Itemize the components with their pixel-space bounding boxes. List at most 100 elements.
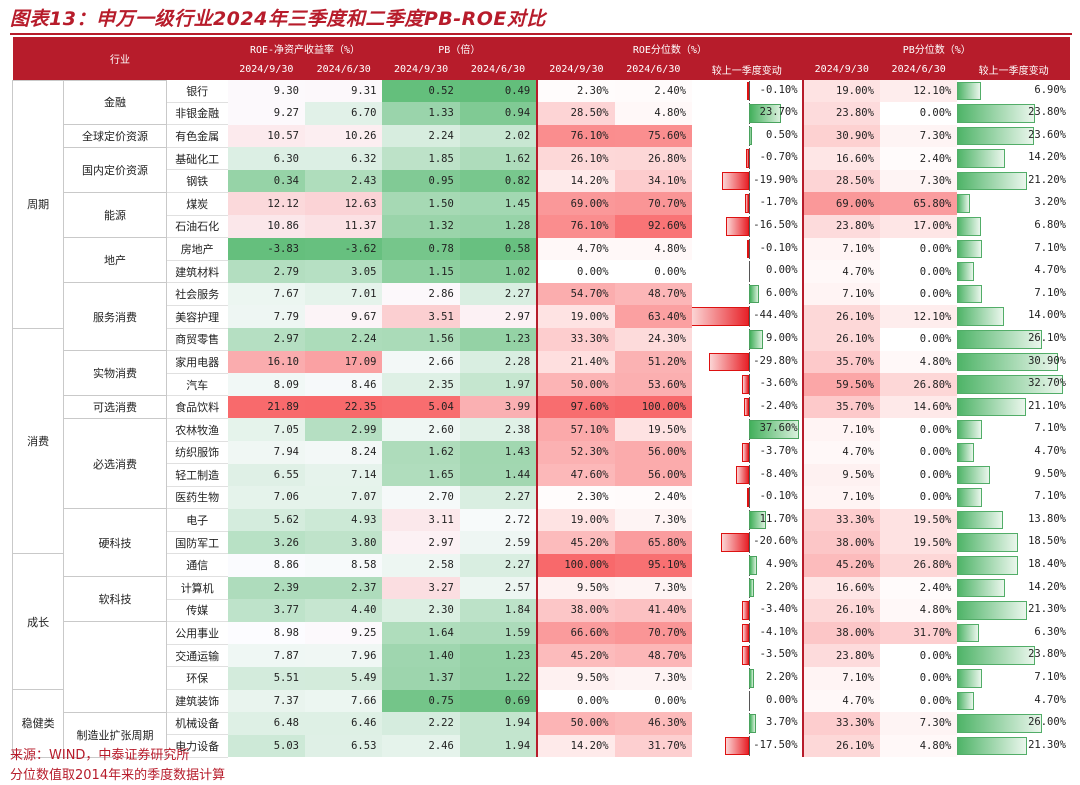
table-row: 必选消费 农林牧渔 7.05 2.99 2.60 2.38 57.10% 19.50% 37.6… (13, 417, 1071, 510)
subgroup-label: 实物消费 (63, 350, 167, 397)
pb-change-bar: 7.10% (957, 667, 1070, 690)
subgroup-label: 全球定价资源 (63, 124, 167, 148)
cell-pp2: 0.00% (879, 282, 958, 306)
pb-change-bar: 14.20% (957, 577, 1070, 600)
cell-pp2: 12.10% (879, 80, 958, 103)
pb-change-bar: 3.20% (957, 192, 1070, 215)
cell-pb2: 1.02 (459, 260, 539, 283)
positive-bar (749, 510, 766, 530)
group-label: 成长 (11, 553, 65, 691)
bar-axis (748, 81, 750, 102)
positive-bar (749, 578, 754, 598)
roe-change-bar: 9.00% (691, 328, 804, 351)
roe-change-bar: -16.50% (691, 215, 804, 238)
cell-rp1: 50.00% (537, 712, 615, 735)
cell-rp1: 14.20% (537, 734, 615, 758)
roe-change-value: 4.90% (765, 557, 798, 570)
pb-change-value: 21.30% (1028, 738, 1066, 751)
cell-pb2: 2.38 (459, 418, 539, 441)
roe-change-value: 0.50% (765, 128, 798, 141)
cell-rp1: 100.00% (537, 553, 615, 577)
cell-pb1: 2.60 (382, 418, 460, 441)
cell-pb2: 2.72 (459, 508, 539, 532)
cell-roe2: 6.46 (305, 712, 383, 735)
cell-rp1: 76.10% (537, 124, 615, 148)
table-row: 石油石化 10.86 11.37 1.32 1.28 76.10% 92.60% -16.50… (13, 215, 1071, 239)
cell-rp2: 7.30% (614, 576, 692, 600)
roe-change-bar: -3.70% (691, 441, 804, 464)
roe-change-value: 0.00% (765, 264, 798, 277)
bar-axis (748, 442, 750, 463)
industry-name: 商贸零售 (166, 328, 228, 352)
cell-pb2: 1.28 (459, 215, 539, 238)
roe-change-bar: -4.10% (691, 621, 804, 645)
table-row: 成长 通信 8.86 8.58 2.58 2.27 100.00% 95.10% 4.90% 45… (11, 553, 1071, 691)
pb-bar (957, 646, 1036, 665)
negative-bar (743, 397, 749, 417)
cell-rp2: 2.40% (614, 80, 692, 103)
industry-name: 基础化工 (166, 147, 228, 171)
cell-pb2: 1.23 (459, 328, 539, 351)
cell-pp2: 12.10% (879, 305, 958, 329)
cell-pp1: 23.80% (802, 102, 880, 125)
cell-rp1: 52.30% (537, 441, 615, 464)
pb-change-bar: 26.10% (957, 328, 1070, 351)
cell-pp2: 0.00% (879, 441, 958, 464)
negative-bar (746, 239, 749, 259)
pb-change-value: 4.70% (1034, 693, 1066, 706)
roe-change-value: 11.70% (759, 512, 798, 525)
table-row: 全球定价资源 有色金属 10.57 10.26 2.24 2.02 76.10% 75.60%… (13, 124, 1071, 148)
header-pb-pct: PB分位数（%） (802, 37, 1070, 59)
cell-roe1: 2.97 (227, 328, 305, 351)
cell-pb2: 1.43 (459, 441, 539, 464)
negative-bar (742, 646, 749, 665)
source-note: 来源：WIND，中泰证券研究所 (10, 748, 190, 763)
industry-name: 环保 (166, 666, 228, 691)
cell-pp2: 0.00% (879, 666, 958, 690)
pb-change-value: 4.70% (1034, 445, 1066, 457)
cell-roe1: 12.12 (227, 192, 305, 216)
pb-change-value: 6.80% (1034, 219, 1066, 232)
roe-change-bar: -19.90% (691, 169, 804, 193)
roe-change-bar: -0.10% (691, 486, 804, 509)
cell-rp2: 51.20% (614, 350, 692, 374)
cell-pb2: 2.27 (459, 553, 539, 577)
pb-bar (957, 465, 990, 485)
cell-roe1: 8.86 (227, 553, 305, 577)
negative-bar (720, 533, 749, 552)
industry-name: 电子 (166, 508, 228, 532)
cell-rp1: 9.50% (537, 576, 615, 600)
roe-change-value: -2.40% (759, 399, 798, 412)
cell-pp1: 35.70% (802, 350, 880, 374)
cell-roe2: 6.53 (305, 734, 383, 758)
cell-rp2: 100.00% (614, 395, 692, 419)
pb-change-value: 30.90% (1028, 354, 1066, 367)
cell-pb1: 1.85 (382, 147, 460, 170)
cell-roe2: 7.66 (305, 689, 383, 713)
cell-pb1: 3.27 (382, 576, 460, 600)
pb-change-value: 18.40% (1028, 557, 1066, 570)
bar-axis (748, 193, 750, 215)
roe-change-bar: -0.70% (691, 147, 804, 170)
subgroup-label: 制造业扩张周期 (63, 711, 167, 758)
header-date: 2024/6/30 (305, 59, 383, 80)
cell-rp2: 48.70% (614, 282, 692, 306)
cell-roe1: 5.62 (227, 508, 305, 532)
bar-axis (748, 261, 750, 282)
cell-pp1: 4.70% (802, 260, 880, 283)
cell-pb1: 2.30 (382, 599, 460, 622)
industry-name: 房地产 (166, 237, 228, 261)
cell-pp1: 38.00% (802, 531, 880, 554)
table-row: 可选消费 食品饮料 21.89 22.35 5.04 3.99 97.60% 100.00% -… (13, 395, 1071, 419)
bar-axis (748, 690, 750, 712)
roe-change-value: -1.70% (759, 196, 798, 209)
cell-rp2: 31.70% (614, 734, 692, 758)
cell-pp1: 7.10% (802, 666, 880, 690)
header-roe-pct: ROE分位数（%） (537, 37, 804, 59)
cell-pp1: 4.70% (802, 689, 880, 713)
cell-roe1: 2.79 (227, 260, 305, 283)
industry-name: 农林牧渔 (166, 418, 228, 442)
cell-pb1: 1.62 (382, 441, 460, 464)
cell-rp2: 24.30% (614, 328, 692, 351)
cell-pp2: 4.80% (879, 599, 958, 622)
